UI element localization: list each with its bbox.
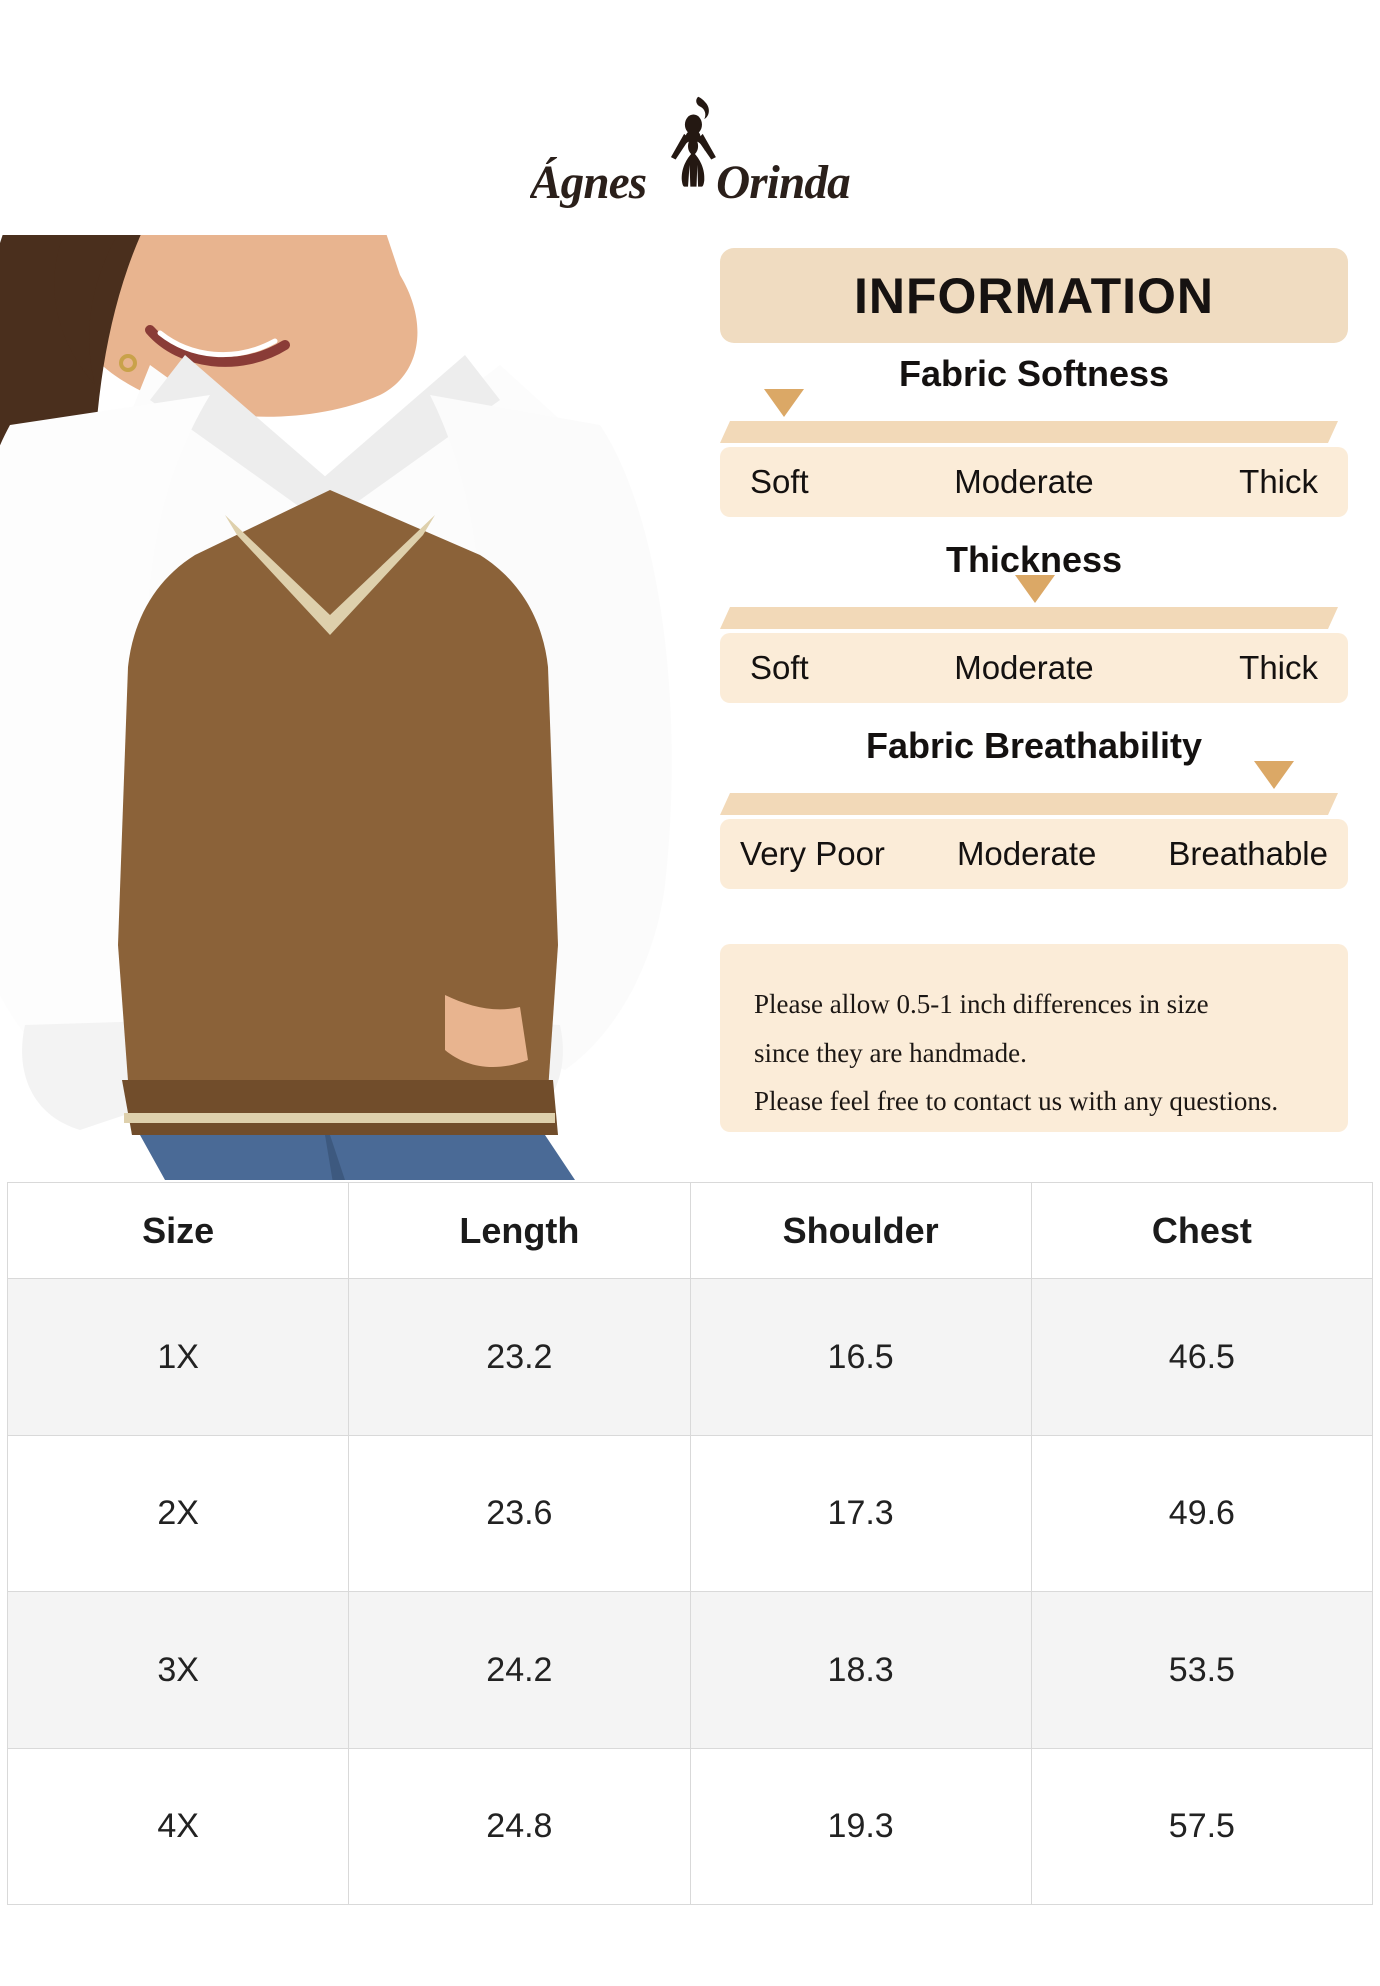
svg-text:Ágnes: Ágnes — [530, 157, 646, 209]
svg-text:Orinda: Orinda — [716, 157, 850, 209]
